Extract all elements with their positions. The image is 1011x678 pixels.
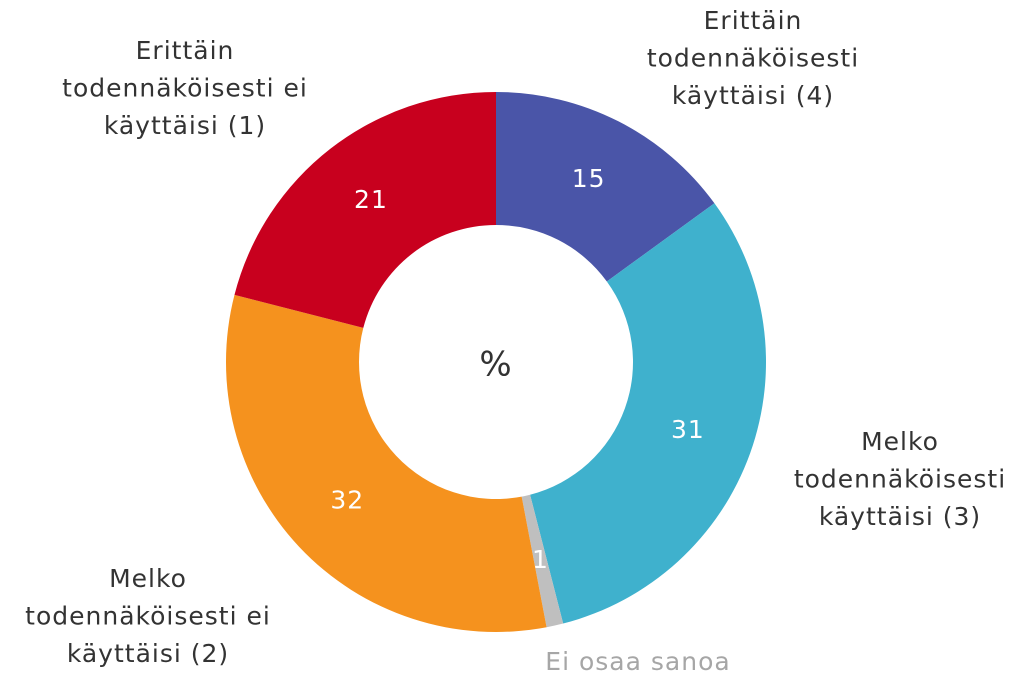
value-label: 32 (330, 486, 364, 515)
category-label: Erittäin todennäköisesti käyttäisi (4) (647, 6, 859, 110)
category-label: Melko todennäköisesti ei käyttäisi (2) (25, 564, 271, 668)
value-label: 31 (671, 415, 705, 444)
donut-slice (234, 92, 496, 328)
category-label: Melko todennäköisesti käyttäisi (3) (794, 427, 1006, 531)
donut-slice (530, 203, 766, 624)
donut-slice (225, 294, 547, 632)
category-label: Erittäin todennäköisesti ei käyttäisi (1) (62, 36, 308, 140)
category-label: Ei osaa sanoa (545, 647, 730, 674)
value-label: 1 (532, 545, 549, 574)
donut-slice (496, 92, 715, 282)
value-label: 21 (354, 185, 388, 214)
donut-slice (521, 494, 564, 628)
value-label: 15 (572, 164, 606, 193)
center-label: % (479, 345, 512, 385)
